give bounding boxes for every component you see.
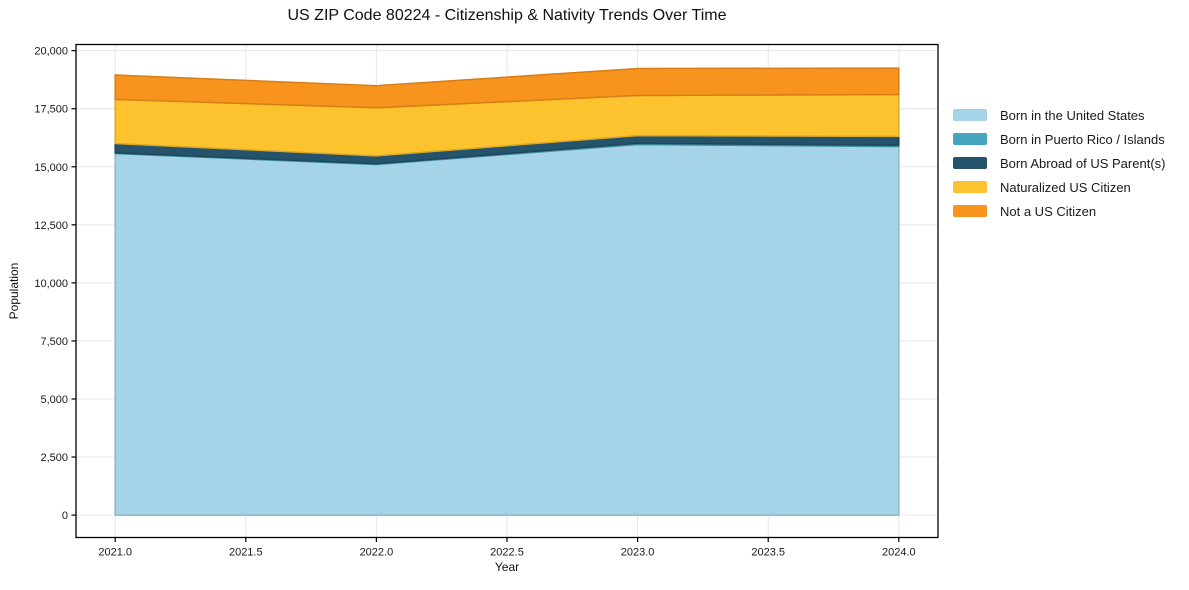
y-tick-label: 5,000 <box>40 394 68 406</box>
x-tick-label: 2024.0 <box>882 547 916 559</box>
legend-label: Born in Puerto Rico / Islands <box>1000 131 1165 147</box>
x-tick-label: 2022.0 <box>360 547 394 559</box>
y-tick-label: 2,500 <box>40 452 68 464</box>
legend-swatch <box>953 133 987 145</box>
x-tick-label: 2023.0 <box>621 547 655 559</box>
y-tick-label: 17,500 <box>34 104 68 116</box>
area-series-4 <box>114 67 900 109</box>
legend-item: Born Abroad of US Parent(s) <box>953 151 1165 175</box>
legend: Born in the United States Born in Puerto … <box>953 103 1165 223</box>
legend-swatch <box>953 181 987 193</box>
legend-label: Born in the United States <box>1000 107 1145 123</box>
y-tick-label: 10,000 <box>34 278 68 290</box>
y-tick-label: 0 <box>62 510 68 522</box>
x-axis-label: Year <box>494 560 520 574</box>
x-tick-label: 2021.5 <box>229 547 263 559</box>
legend-label: Born Abroad of US Parent(s) <box>1000 155 1166 171</box>
legend-item: Born in the United States <box>953 103 1165 127</box>
x-tick-label: 2021.0 <box>98 547 132 559</box>
legend-swatch <box>953 157 987 169</box>
legend-label: Naturalized US Citizen <box>1000 179 1131 195</box>
legend-item: Born in Puerto Rico / Islands <box>953 127 1165 151</box>
legend-swatch <box>953 205 987 217</box>
y-axis-label: Population <box>7 262 21 320</box>
y-tick-label: 20,000 <box>34 46 68 58</box>
y-tick-label: 7,500 <box>40 336 68 348</box>
legend-label: Not a US Citizen <box>1000 203 1097 219</box>
x-tick-label: 2023.5 <box>751 547 785 559</box>
chart-title: US ZIP Code 80224 - Citizenship & Nativi… <box>287 7 727 24</box>
y-tick-label: 12,500 <box>34 220 68 232</box>
legend-swatch <box>953 109 987 121</box>
legend-item: Naturalized US Citizen <box>953 175 1165 199</box>
y-tick-label: 15,000 <box>34 162 68 174</box>
area-series-0 <box>114 143 900 516</box>
x-tick-label: 2022.5 <box>490 547 524 559</box>
legend-item: Not a US Citizen <box>953 199 1165 223</box>
